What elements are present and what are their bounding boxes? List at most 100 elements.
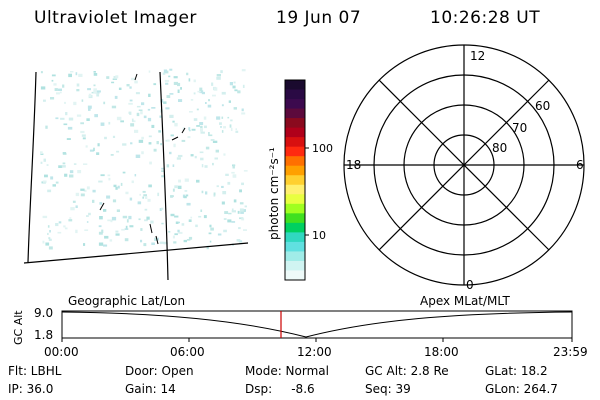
emission-pixel: [134, 174, 137, 177]
mlt-label-6: 6: [576, 158, 584, 172]
x-tick-2359: 23:59: [553, 345, 588, 359]
colorbar-segment: [285, 213, 305, 224]
emission-pixel: [172, 188, 175, 192]
colorbar-segment: [285, 251, 305, 262]
emission-pixel: [140, 239, 143, 243]
emission-pixel: [129, 225, 134, 228]
emission-pixel: [69, 217, 72, 219]
emission-pixel: [156, 141, 159, 145]
emission-pixel: [42, 180, 47, 183]
lat-label-80: 80: [492, 141, 507, 155]
emission-pixel: [161, 222, 164, 225]
emission-pixel: [185, 194, 189, 197]
emission-pixel: [96, 90, 101, 93]
emission-pixel: [216, 74, 221, 77]
emission-pixel: [106, 76, 110, 79]
emission-pixel: [205, 191, 208, 195]
emission-pixel: [51, 79, 54, 82]
y-tick-9: 9.0: [34, 306, 54, 320]
emission-pixel: [115, 186, 118, 190]
emission-pixel: [177, 89, 180, 93]
ip-info: IP: 36.0: [8, 382, 54, 396]
emission-pixel: [140, 111, 143, 115]
emission-pixel: [231, 210, 236, 213]
mode-info: Mode: Normal: [245, 364, 329, 378]
emission-pixel: [80, 122, 84, 125]
mlt-label-12: 12: [470, 49, 485, 63]
emission-pixel: [80, 193, 85, 197]
emission-pixel: [118, 87, 122, 90]
emission-pixel: [115, 75, 119, 79]
emission-pixel: [200, 128, 203, 132]
emission-pixel: [49, 230, 51, 233]
time-label: 10:26:28 UT: [430, 8, 541, 28]
emission-pixel: [153, 83, 157, 86]
emission-pixel: [104, 235, 109, 239]
emission-pixel: [88, 108, 91, 111]
emission-pixel: [80, 130, 85, 134]
instrument-title: Ultraviolet Imager: [34, 8, 197, 28]
emission-pixel: [58, 221, 62, 224]
emission-pixel: [237, 210, 240, 214]
seq-info: Seq: 39: [365, 382, 411, 396]
emission-pixel: [122, 171, 126, 174]
emission-pixel: [83, 243, 86, 246]
emission-pixel: [108, 177, 111, 181]
emission-pixel: [141, 151, 144, 155]
emission-pixel: [68, 117, 74, 121]
emission-pixel: [210, 139, 215, 141]
emission-pixel: [95, 92, 100, 95]
emission-pixel: [231, 221, 236, 223]
emission-pixel: [169, 114, 174, 118]
emission-pixel: [244, 205, 247, 208]
emission-pixel: [180, 87, 182, 90]
emission-pixel: [188, 78, 191, 82]
emission-pixel: [93, 88, 97, 91]
emission-pixel: [201, 190, 204, 194]
latitude-line: [23, 242, 249, 264]
emission-pixel: [168, 231, 171, 233]
emission-pixel: [221, 116, 224, 119]
emission-pixel: [165, 107, 170, 110]
emission-pixel: [66, 138, 71, 140]
emission-pixel: [242, 84, 245, 88]
emission-pixel: [45, 242, 50, 246]
emission-pixel: [125, 191, 129, 195]
emission-pixel: [57, 231, 62, 234]
emission-pixel: [243, 229, 247, 231]
emission-pixel: [50, 97, 55, 100]
emission-pixel: [83, 163, 88, 165]
emission-pixel: [178, 179, 181, 183]
emission-pixel: [170, 195, 173, 198]
emission-pixel: [232, 85, 236, 89]
emission-pixel: [124, 228, 129, 230]
emission-pixel: [84, 229, 89, 231]
emission-pixel: [93, 90, 98, 94]
emission-pixel: [178, 231, 183, 234]
emission-pixel: [148, 142, 152, 145]
emission-pixel: [135, 154, 141, 158]
door-info: Door: Open: [125, 364, 194, 378]
emission-pixel: [204, 125, 207, 129]
x-tick-1200: 12:00: [297, 345, 332, 359]
emission-pixel: [224, 211, 229, 214]
emission-pixel: [42, 240, 45, 244]
gain-info: Gain: 14: [125, 382, 176, 396]
emission-pixel: [64, 173, 68, 177]
emission-pixel: [144, 219, 148, 222]
emission-pixel: [101, 229, 104, 233]
emission-pixel: [64, 101, 66, 104]
emission-pixel: [131, 180, 134, 184]
emission-pixel: [199, 87, 203, 92]
emission-pixel: [144, 208, 148, 211]
emission-pixel: [177, 154, 183, 158]
emission-pixel: [148, 70, 151, 73]
emission-pixel: [116, 150, 120, 153]
emission-pixel: [170, 213, 175, 217]
emission-pixel: [172, 235, 175, 239]
emission-pixel: [176, 157, 181, 160]
emission-pixel: [181, 223, 185, 226]
emission-pixel: [208, 134, 213, 137]
emission-pixel: [48, 238, 52, 241]
emission-pixel: [197, 90, 201, 93]
